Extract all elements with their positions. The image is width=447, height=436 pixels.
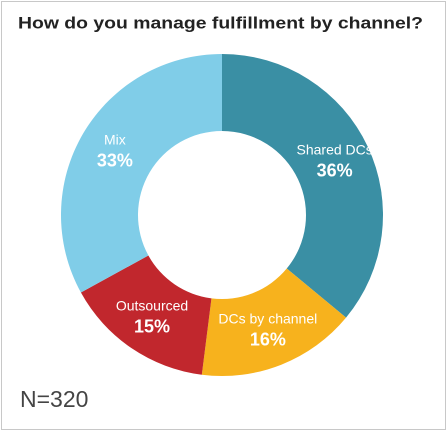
slice — [60, 54, 222, 293]
slice — [201, 268, 347, 376]
slice-label: Outsourced — [116, 298, 188, 314]
chart-title: How do you manage fulfillment by channel… — [18, 14, 423, 32]
slice — [80, 255, 212, 375]
value-label: 15% — [134, 317, 170, 337]
value-label: 36% — [317, 161, 353, 181]
slice-label: Shared DCs — [297, 142, 373, 158]
slice-label: Mix — [104, 131, 126, 147]
annotation: N=320 — [20, 386, 88, 412]
slice-label: DCs by channel — [218, 310, 317, 326]
value-label: 16% — [250, 330, 286, 350]
value-label: 33% — [97, 150, 133, 170]
slice — [222, 54, 384, 318]
